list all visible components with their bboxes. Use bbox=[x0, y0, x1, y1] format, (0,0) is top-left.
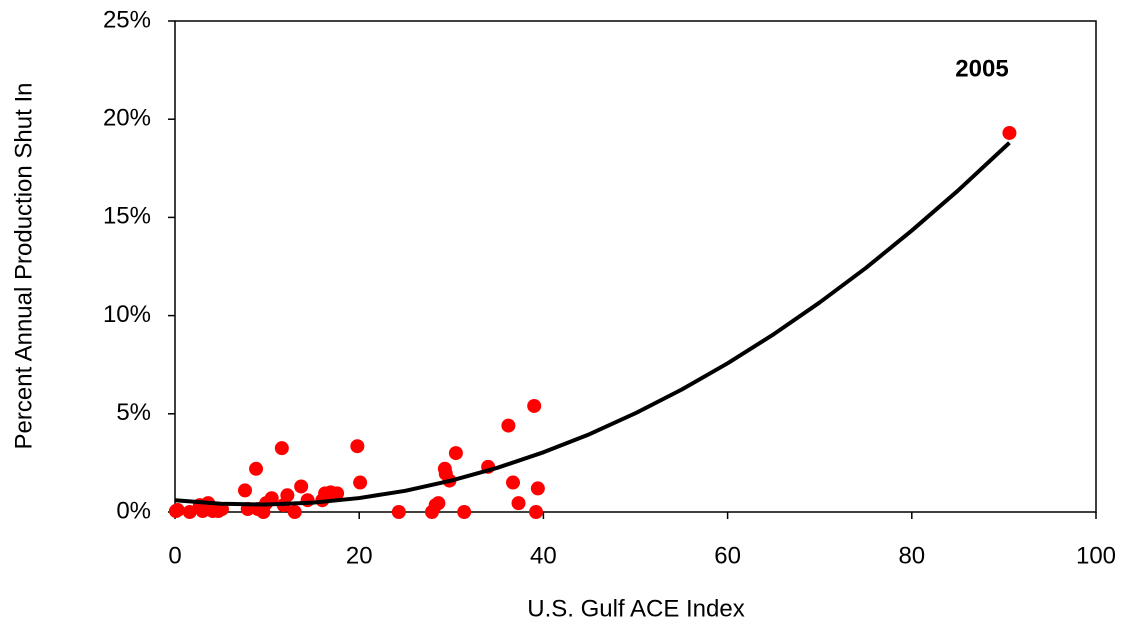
y-tick-label: 0% bbox=[116, 497, 151, 524]
x-tick-label: 0 bbox=[168, 542, 181, 569]
plot-frame bbox=[174, 20, 1097, 513]
y-tick-label: 5% bbox=[116, 399, 151, 426]
data-point bbox=[300, 493, 315, 508]
x-tick-label: 60 bbox=[714, 542, 741, 569]
y-tick-label: 25% bbox=[103, 6, 151, 33]
data-point bbox=[182, 505, 197, 519]
data-point bbox=[350, 439, 365, 454]
data-point bbox=[237, 483, 252, 498]
data-point bbox=[391, 505, 406, 519]
data-point bbox=[511, 496, 526, 511]
y-tick-label: 20% bbox=[103, 105, 151, 132]
data-point bbox=[506, 475, 521, 490]
data-point bbox=[448, 446, 463, 461]
y-tick-label: 15% bbox=[103, 203, 151, 230]
data-point bbox=[274, 441, 289, 456]
y-axis-title: Percent Annual Production Shut In bbox=[10, 83, 37, 450]
x-tick-label: 20 bbox=[346, 542, 373, 569]
annotation: 2005 bbox=[955, 55, 1008, 82]
data-point bbox=[530, 481, 545, 496]
y-tick-label: 10% bbox=[103, 301, 151, 328]
trend-line bbox=[174, 141, 1011, 507]
data-point bbox=[501, 418, 516, 433]
data-point bbox=[330, 486, 345, 501]
x-tick-label: 100 bbox=[1076, 542, 1116, 569]
x-tick-label: 80 bbox=[898, 542, 925, 569]
data-point bbox=[457, 505, 472, 519]
data-point bbox=[170, 503, 185, 518]
data-point bbox=[1002, 125, 1017, 140]
data-point bbox=[431, 496, 446, 511]
data-point bbox=[280, 488, 295, 503]
data-point bbox=[294, 479, 309, 494]
data-point bbox=[529, 505, 544, 519]
data-point bbox=[527, 398, 542, 413]
x-tick-label: 40 bbox=[530, 542, 557, 569]
data-point bbox=[249, 461, 264, 476]
data-point bbox=[264, 491, 279, 506]
data-point bbox=[195, 504, 210, 519]
x-axis-title: U.S. Gulf ACE Index bbox=[527, 595, 744, 622]
data-point bbox=[287, 505, 302, 519]
data-point bbox=[353, 475, 368, 490]
